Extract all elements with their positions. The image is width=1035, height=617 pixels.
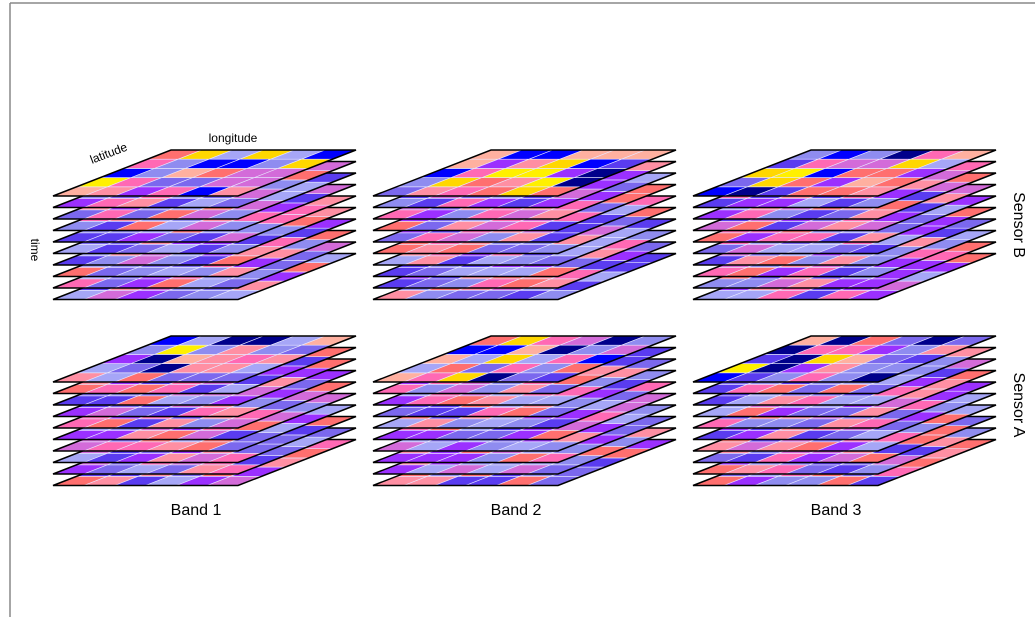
cube-layer bbox=[52, 335, 357, 383]
cube-layer bbox=[692, 149, 997, 197]
time-axis-label: time bbox=[28, 239, 42, 262]
band-2-label: Band 2 bbox=[491, 502, 542, 519]
band-3-label: Band 3 bbox=[811, 502, 862, 519]
layer-outline bbox=[372, 335, 677, 383]
figure-frame bbox=[9, 2, 1035, 617]
layer-outline bbox=[52, 149, 357, 197]
band-1-label: Band 1 bbox=[171, 502, 222, 519]
cubes-panel bbox=[52, 149, 997, 487]
longitude-axis-label: longitude bbox=[209, 131, 258, 145]
layer-outline bbox=[692, 149, 997, 197]
sensor-a-label: Sensor A bbox=[1010, 373, 1027, 438]
layer-outline bbox=[692, 335, 997, 383]
layer-outline bbox=[372, 149, 677, 197]
cube-layer bbox=[52, 149, 357, 197]
layer-outline bbox=[52, 335, 357, 383]
latitude-axis-label: latitude bbox=[88, 140, 129, 167]
sensor-b-label: Sensor B bbox=[1010, 192, 1027, 258]
cube-layer bbox=[372, 149, 677, 197]
cube-layer bbox=[692, 335, 997, 383]
cube-layer bbox=[372, 335, 677, 383]
